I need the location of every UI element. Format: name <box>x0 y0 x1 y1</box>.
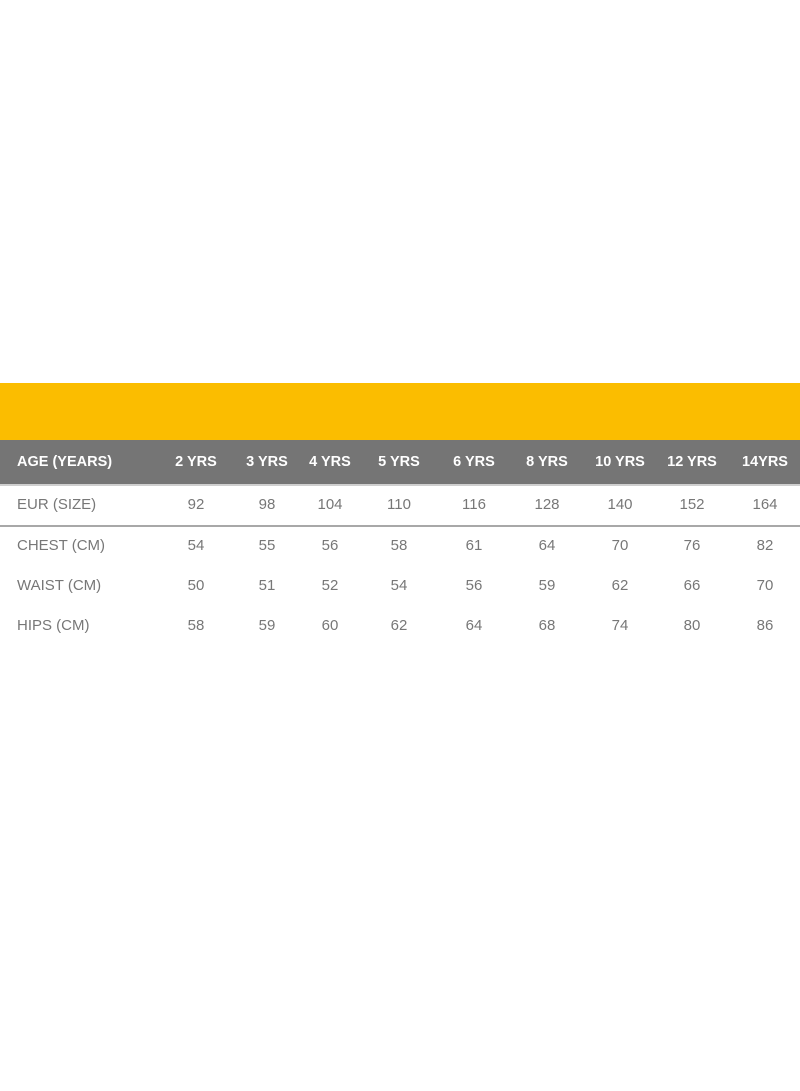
table-cell: 86 <box>756 616 774 634</box>
table-row: WAIST (CM) 50 51 52 54 56 59 62 66 70 <box>0 565 800 605</box>
table-cell: 56 <box>321 536 339 554</box>
table-cell: 62 <box>611 576 629 594</box>
header-label: AGE (YEARS) <box>17 454 113 470</box>
row-label: WAIST (CM) <box>17 576 102 594</box>
table-cell: 58 <box>390 536 408 554</box>
table-cell: 74 <box>611 616 629 634</box>
header-column: 8 YRS <box>526 454 568 470</box>
table-cell: 51 <box>258 576 276 594</box>
table-header: AGE (YEARS) 2 YRS 3 YRS 4 YRS 5 YRS 6 YRS 8 Y… <box>0 440 800 486</box>
table-cell: 50 <box>187 576 205 594</box>
header-column: 10 YRS <box>595 454 645 470</box>
table-cell: 164 <box>752 495 778 513</box>
table-cell: 76 <box>683 536 701 554</box>
table-cell: 92 <box>187 495 205 513</box>
table-cell: 152 <box>679 495 705 513</box>
table-cell: 104 <box>317 495 343 513</box>
table-cell: 66 <box>683 576 701 594</box>
table-cell: 70 <box>611 536 629 554</box>
table-cell: 59 <box>258 616 276 634</box>
header-column: 12 YRS <box>667 454 717 470</box>
table-row: CHEST (CM) 54 55 56 58 61 64 70 76 82 <box>0 525 800 565</box>
table-cell: 62 <box>390 616 408 634</box>
table-cell: 140 <box>607 495 633 513</box>
table-cell: 58 <box>187 616 205 634</box>
header-column: 14YRS <box>742 454 788 470</box>
table-cell: 98 <box>258 495 276 513</box>
table-cell: 110 <box>387 495 411 513</box>
table-cell: 61 <box>465 536 483 554</box>
table-cell: 54 <box>187 536 205 554</box>
table-cell: 128 <box>534 495 560 513</box>
yellow-banner <box>0 383 800 440</box>
header-column: 6 YRS <box>453 454 495 470</box>
row-label: CHEST (CM) <box>17 536 106 554</box>
table-row: HIPS (CM) 58 59 60 62 64 68 74 80 86 <box>0 605 800 645</box>
divider <box>0 525 800 527</box>
table-cell: 54 <box>390 576 408 594</box>
table-cell: 80 <box>683 616 701 634</box>
table-cell: 52 <box>321 576 339 594</box>
header-column: 3 YRS <box>246 454 288 470</box>
header-column: 2 YRS <box>175 454 217 470</box>
table-cell: 116 <box>462 495 486 513</box>
table-cell: 55 <box>258 536 276 554</box>
header-column: 5 YRS <box>378 454 420 470</box>
table-cell: 59 <box>538 576 556 594</box>
table-cell: 70 <box>756 576 774 594</box>
header-column: 4 YRS <box>309 454 351 470</box>
table-cell: 82 <box>756 536 774 554</box>
table-cell: 56 <box>465 576 483 594</box>
row-label: EUR (SIZE) <box>17 495 97 513</box>
table-cell: 60 <box>321 616 339 634</box>
row-label: HIPS (CM) <box>17 616 90 634</box>
table-row: EUR (SIZE) 92 98 104 110 116 128 140 152 164 <box>0 484 800 524</box>
table-cell: 64 <box>465 616 483 634</box>
table-cell: 64 <box>538 536 556 554</box>
table-cell: 68 <box>538 616 556 634</box>
